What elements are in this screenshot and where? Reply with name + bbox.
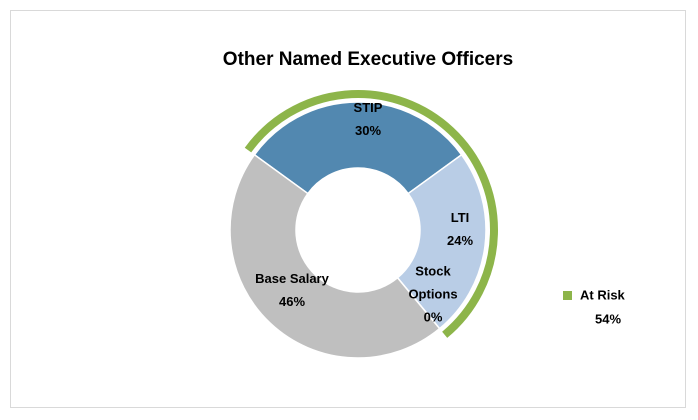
legend-label: At Risk <box>580 287 626 302</box>
value-label: 24% <box>446 233 474 248</box>
chart-title: Other Named Executive Officers <box>223 49 513 70</box>
category-label: LTI <box>450 210 470 225</box>
chart-frame <box>10 10 686 408</box>
legend-value: 54% <box>595 311 621 326</box>
category-label: Base Salary <box>255 271 329 286</box>
value-label: 0% <box>423 309 443 325</box>
data-label: STIP 30% <box>338 96 398 142</box>
outer-ring <box>244 90 498 338</box>
value-label: 46% <box>278 294 306 309</box>
category-label: STIP <box>353 100 383 115</box>
category-label: Stock Options <box>408 263 458 302</box>
data-label: LTI 24% <box>430 206 490 252</box>
donut-segment <box>253 101 463 195</box>
legend-swatch <box>563 291 572 300</box>
donut-segment <box>229 153 441 359</box>
data-label: Base Salary 46% <box>237 267 347 313</box>
data-label: Stock Options 0% <box>403 260 463 329</box>
value-label: 30% <box>354 123 382 138</box>
donut-segment <box>396 153 487 330</box>
